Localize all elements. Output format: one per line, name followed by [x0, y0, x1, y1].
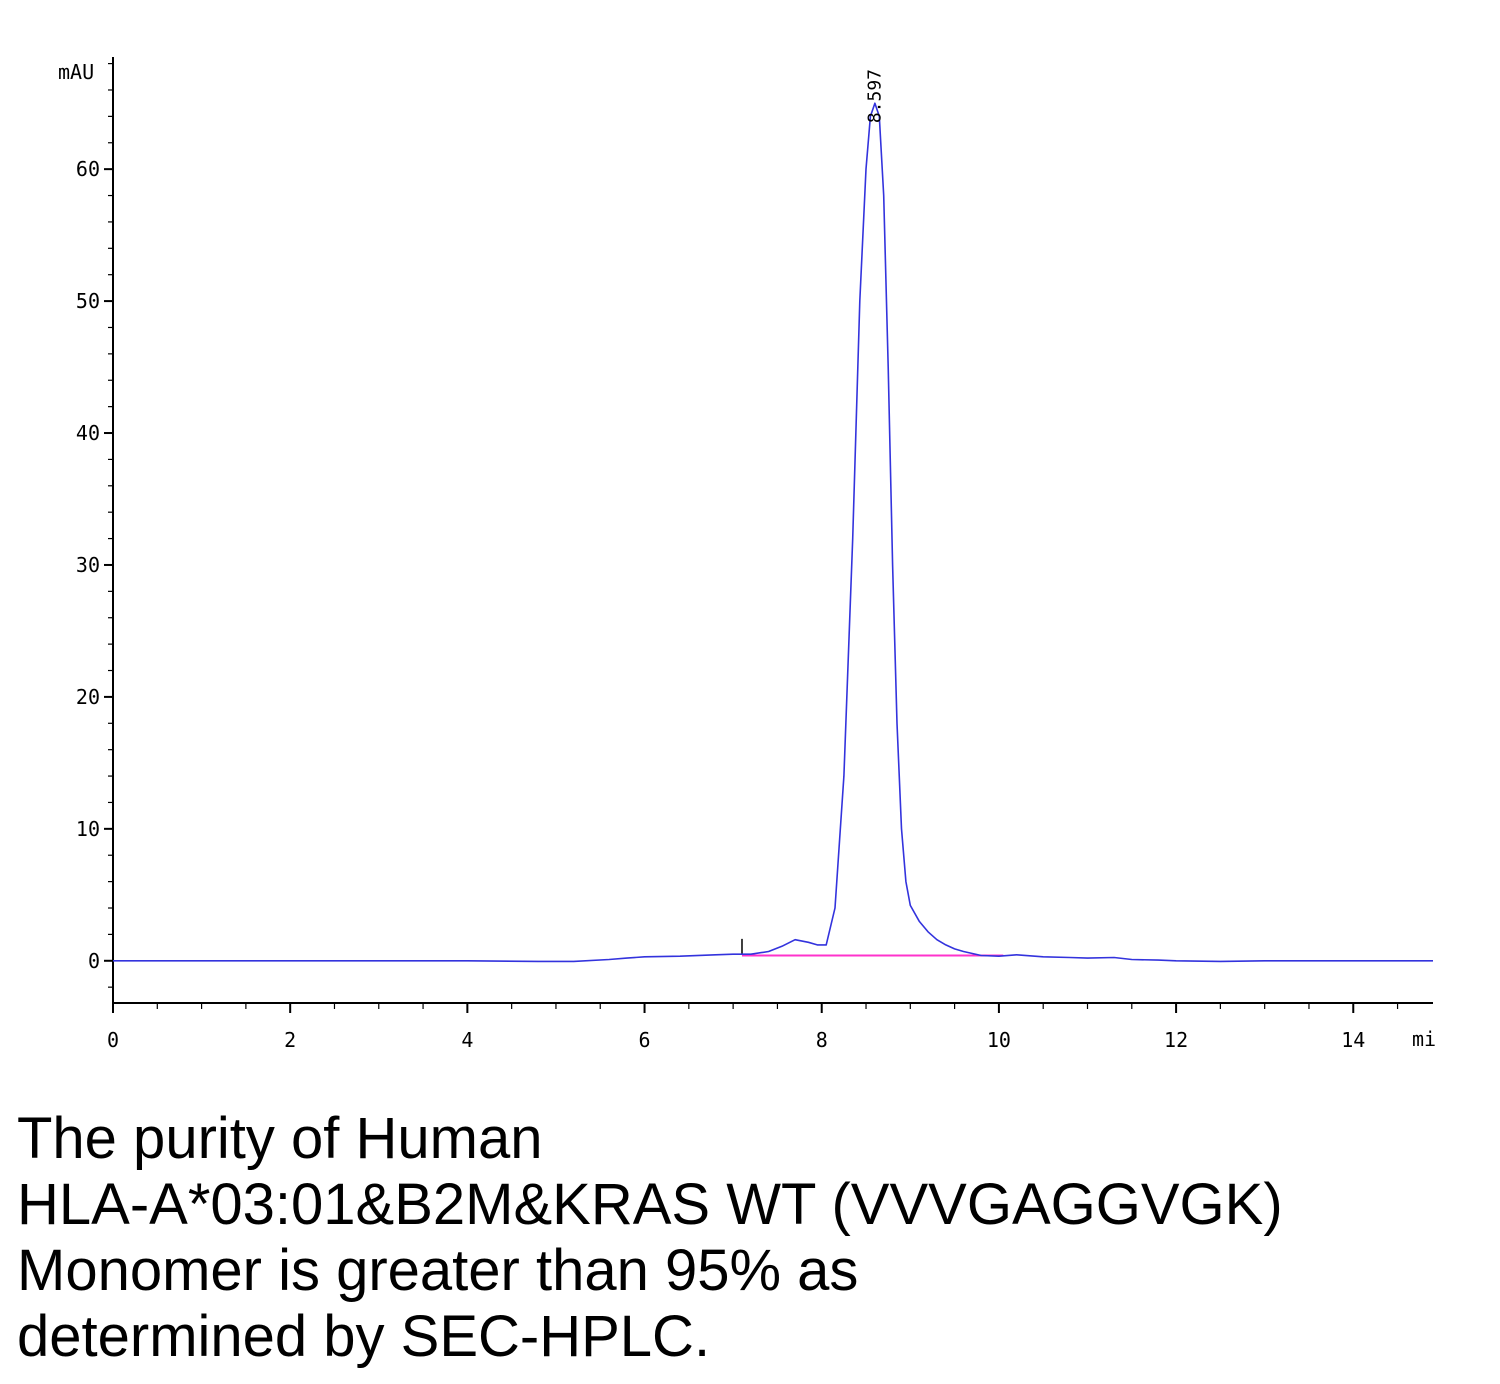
chromatogram-trace — [113, 102, 1433, 963]
y-tick-label: 30 — [76, 553, 100, 577]
x-tick-label: 8 — [816, 1028, 828, 1052]
chromatogram-chart: 0 10 20 30 40 50 60 0 2 4 6 8 10 12 14 mAU mi 8.597 — [58, 57, 1436, 1052]
caption-line: The purity of Human — [17, 1106, 543, 1171]
x-tick-label: 0 — [107, 1028, 119, 1052]
x-tick-label: 14 — [1341, 1028, 1365, 1052]
caption-line: HLA-A*03:01&B2M&KRAS WT (VVVGAGGVGK) — [17, 1172, 1283, 1237]
x-axis-label: mi — [1412, 1027, 1436, 1051]
x-tick-label: 6 — [639, 1028, 651, 1052]
x-tick-label: 4 — [461, 1028, 473, 1052]
y-tick-label: 40 — [76, 421, 100, 445]
peak-annotation-label: 8.597 — [865, 69, 886, 123]
y-tick-label: 60 — [76, 157, 100, 181]
x-tick-label: 10 — [987, 1028, 1011, 1052]
axes — [112, 57, 1433, 1004]
x-tick-label: 12 — [1164, 1028, 1188, 1052]
x-tick-label: 2 — [284, 1028, 296, 1052]
y-tick-label: 50 — [76, 289, 100, 313]
caption-line: determined by SEC-HPLC. — [17, 1304, 711, 1369]
ticks: 0 10 20 30 40 50 60 0 2 4 6 8 10 12 14 — [76, 62, 1399, 1052]
caption: The purity of Human HLA-A*03:01&B2M&KRAS… — [17, 1106, 1477, 1370]
y-tick-label: 10 — [76, 817, 100, 841]
y-axis-label: mAU — [58, 60, 94, 84]
plot-area — [113, 102, 1433, 963]
y-tick-label: 0 — [88, 949, 100, 973]
caption-line: Monomer is greater than 95% as — [17, 1238, 859, 1303]
y-tick-label: 20 — [76, 685, 100, 709]
